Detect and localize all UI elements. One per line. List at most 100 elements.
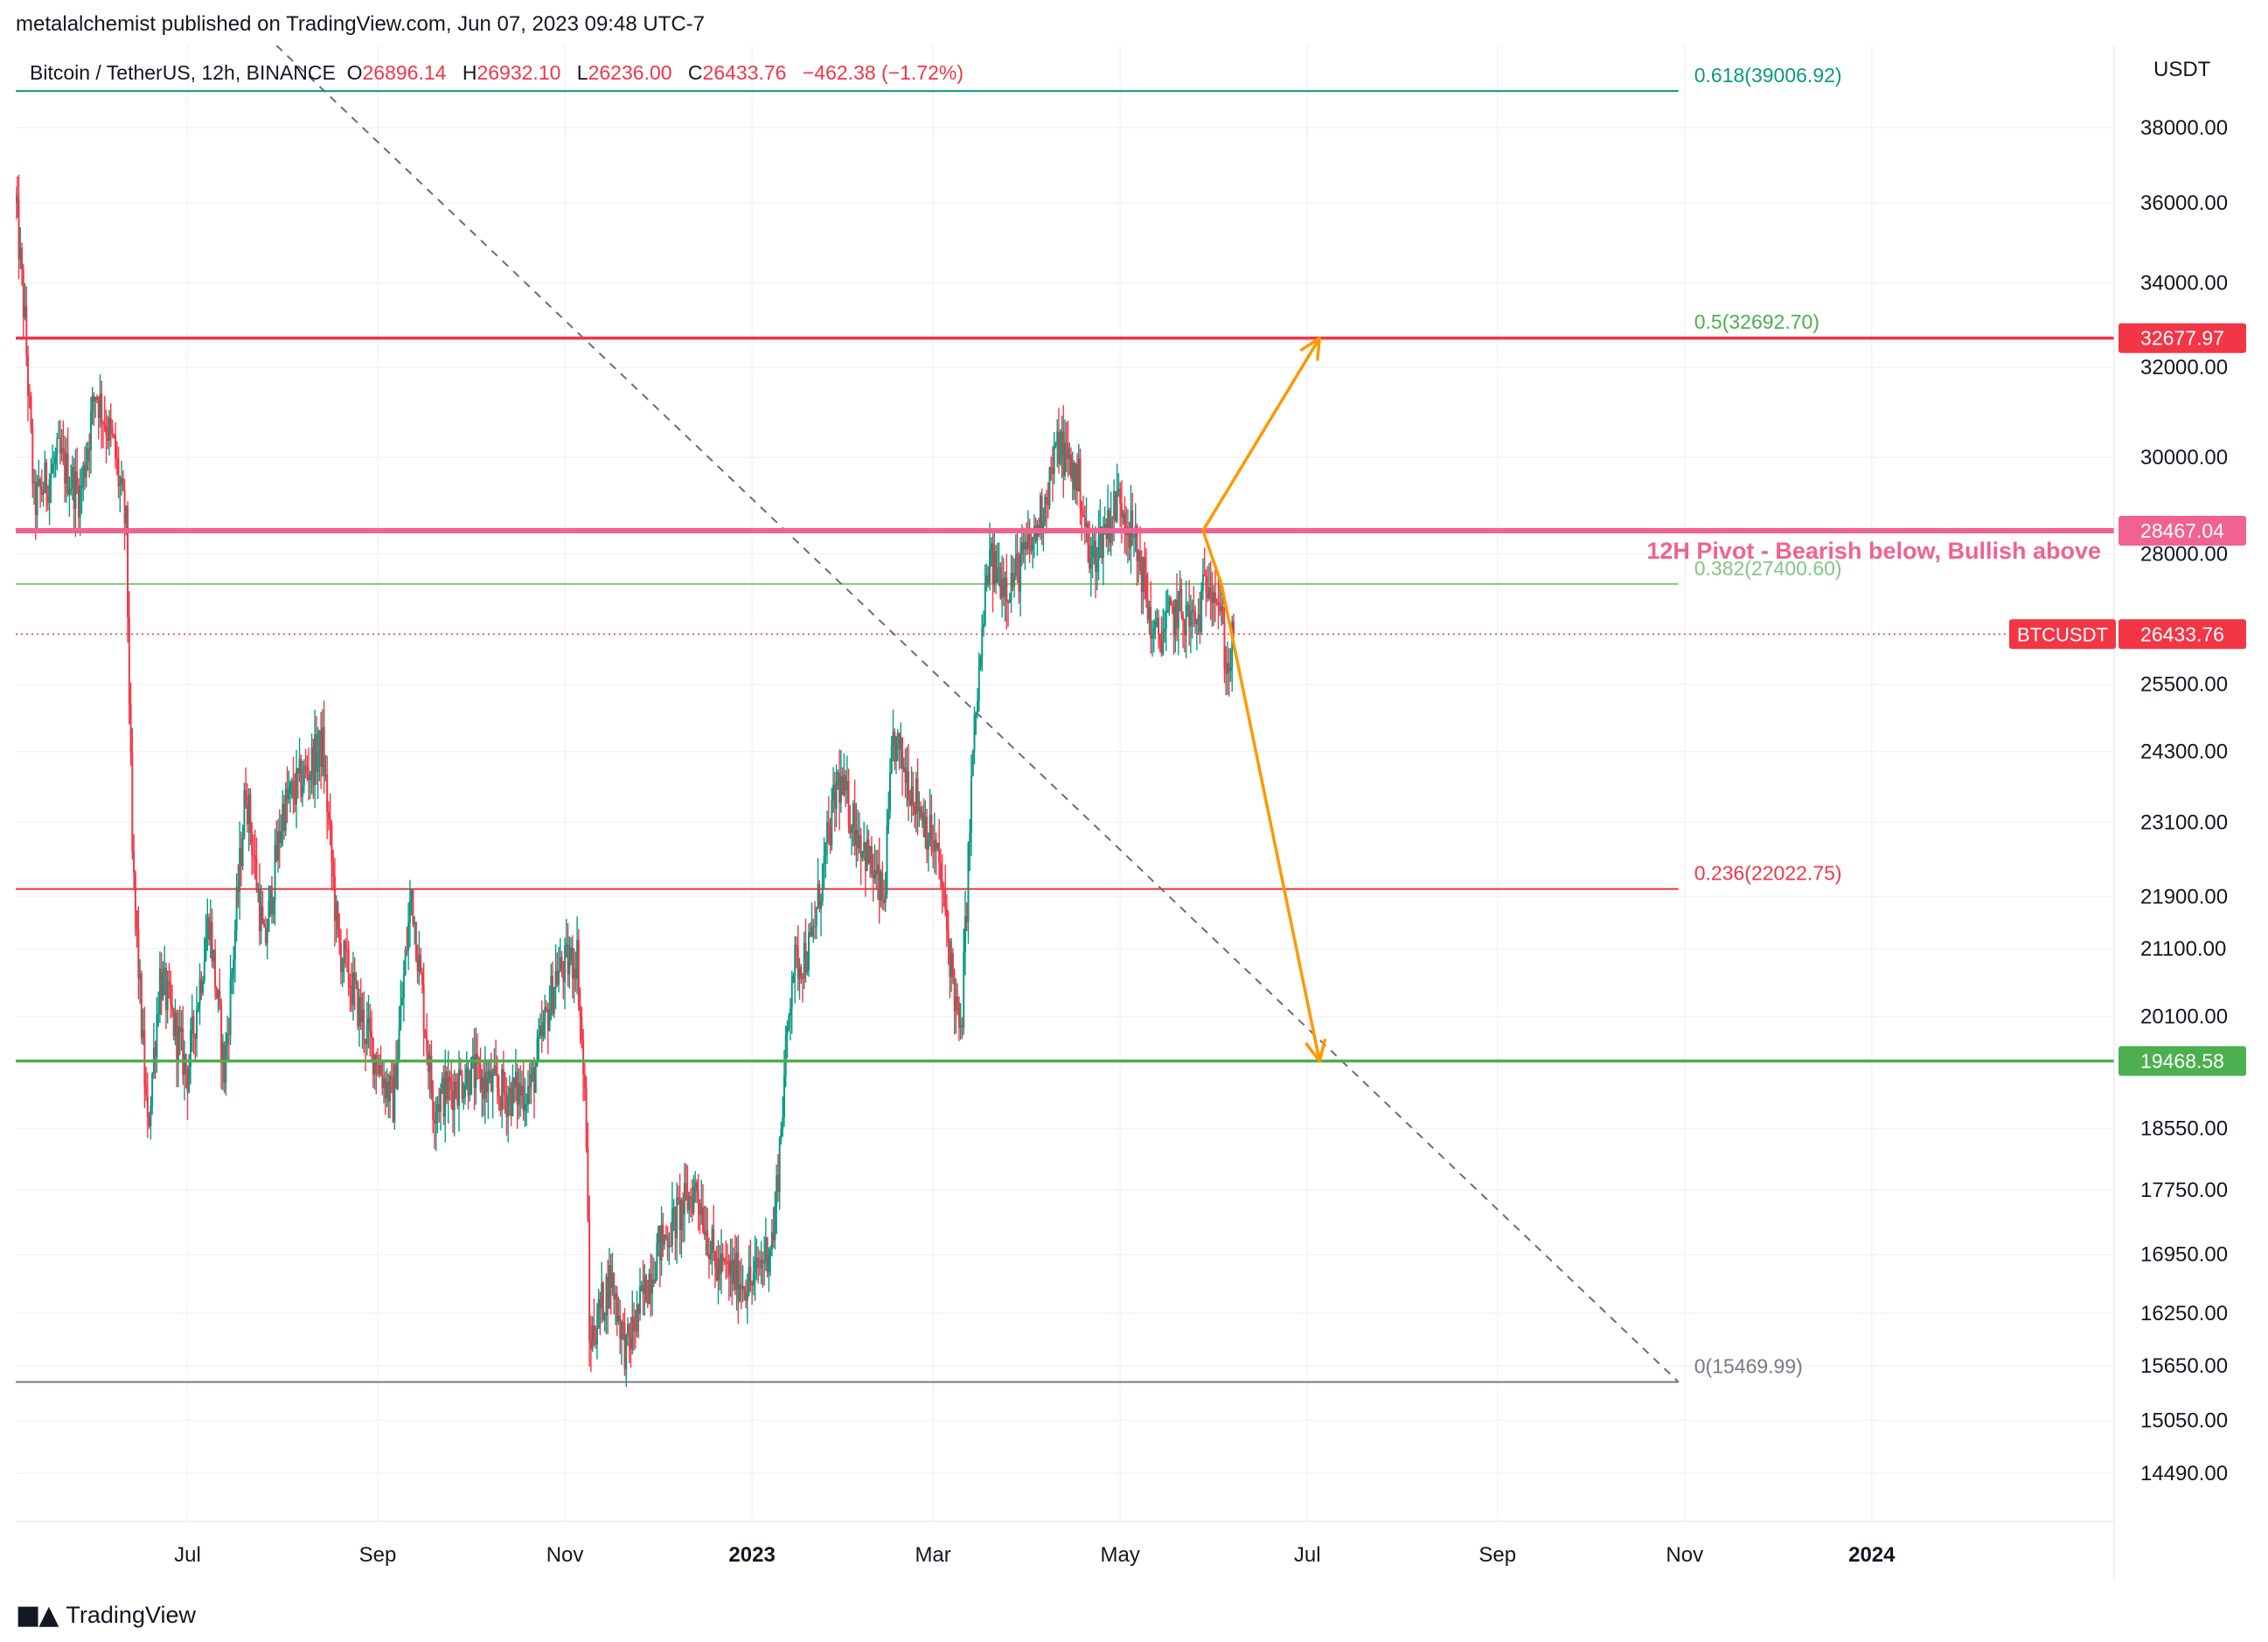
candle-body	[278, 831, 281, 843]
candle-body	[511, 1077, 514, 1117]
candle-body	[1217, 602, 1220, 604]
candle-body	[556, 971, 559, 985]
candle-body	[678, 1199, 681, 1231]
candle-body	[654, 1279, 657, 1284]
candle-body	[918, 806, 921, 812]
candle-body	[585, 1088, 588, 1149]
candle-body	[452, 1089, 454, 1110]
candle-body	[1012, 573, 1014, 587]
candle-body	[611, 1273, 614, 1288]
candle-body	[1019, 553, 1022, 592]
candle-body	[519, 1082, 522, 1096]
y-tick-label: 21100.00	[2140, 937, 2226, 961]
candle-body	[683, 1183, 685, 1215]
candle-body	[560, 957, 563, 971]
candle-body	[882, 899, 885, 903]
candle-body	[280, 831, 282, 843]
candle-body	[571, 947, 574, 978]
candle-body	[1005, 577, 1008, 602]
candle-body	[245, 790, 247, 804]
candle-body	[947, 930, 950, 943]
candle-body	[103, 422, 106, 427]
candle-body	[386, 1082, 388, 1099]
candle-body	[864, 841, 866, 872]
y-tick-label: 36000.00	[2140, 191, 2228, 215]
candle-body	[351, 972, 354, 1005]
candle-body	[692, 1186, 695, 1214]
bullish-path-line[interactable]	[1201, 337, 1321, 532]
candle-body	[613, 1273, 616, 1300]
candle-body	[504, 1092, 506, 1096]
candle-body	[1026, 534, 1029, 550]
candle-body	[48, 479, 51, 503]
candle-body	[1148, 607, 1151, 620]
candle-body	[867, 839, 870, 864]
x-tick-label: 2023	[728, 1543, 775, 1567]
x-tick-label: Mar	[915, 1543, 950, 1567]
candle-body	[89, 411, 92, 451]
candle-body	[270, 886, 273, 915]
candle-body	[792, 975, 795, 984]
candle-body	[27, 356, 30, 396]
candle-body	[650, 1273, 652, 1294]
candle-body	[387, 1082, 390, 1102]
x-tick-label: Sep	[359, 1543, 397, 1567]
candle-body	[528, 1085, 531, 1088]
candle-body	[943, 887, 945, 889]
candle-body	[351, 988, 353, 1005]
horizontal-levels[interactable]: 12H Pivot - Bearish below, Bullish above	[16, 336, 2114, 1063]
bearish-path-line[interactable]	[1201, 530, 1321, 1061]
candle-body	[1042, 522, 1045, 529]
candle-body	[656, 1242, 658, 1280]
candle-body	[1076, 463, 1079, 491]
candle-body	[1231, 621, 1234, 668]
candle-body	[272, 901, 275, 915]
candle-body	[163, 968, 166, 973]
candle-body	[751, 1282, 754, 1286]
candle-body	[516, 1072, 518, 1105]
candle-body	[254, 855, 256, 859]
candle-body	[194, 1033, 197, 1040]
candle-body	[831, 799, 833, 846]
candle-body	[550, 976, 553, 1010]
candle-body	[137, 929, 140, 979]
candle-body	[243, 790, 246, 838]
candle-body	[1077, 458, 1080, 491]
price-chart[interactable]: 0.618(39006.92) 0.5(32692.70) 0.382(27400.…	[15, 45, 2254, 1581]
candle-body	[453, 1081, 456, 1110]
candle-body	[400, 1005, 402, 1028]
candle-body	[62, 448, 65, 452]
candle-body	[514, 1072, 517, 1089]
candle-body	[895, 736, 898, 762]
candle-body	[552, 976, 554, 1014]
candle-body	[866, 839, 868, 872]
candle-body	[609, 1265, 612, 1288]
candle-body	[889, 773, 891, 811]
candle-body	[258, 889, 261, 932]
candle-body	[1085, 523, 1088, 527]
candle-body	[703, 1231, 706, 1235]
candle-body	[266, 931, 268, 943]
candle-body	[623, 1322, 626, 1370]
y-tick-label: 24300.00	[2140, 741, 2228, 764]
candle-body	[1211, 591, 1214, 603]
tradingview-logo[interactable]: ■▲ TradingView	[16, 1600, 196, 1631]
candle-body	[296, 768, 299, 774]
candle-body	[686, 1191, 689, 1211]
candle-body	[1166, 611, 1169, 613]
candle-body	[639, 1286, 642, 1314]
candle-body	[471, 1055, 474, 1057]
candle-body	[608, 1265, 610, 1309]
chart-area[interactable]: 0.618(39006.92) 0.5(32692.70) 0.382(27400.…	[15, 45, 2254, 1581]
candle-body	[455, 1081, 457, 1095]
candle-body	[892, 731, 894, 746]
candle-body	[875, 870, 878, 874]
fibonacci-retracement[interactable]: 0.618(39006.92) 0.5(32692.70) 0.382(27400.…	[16, 64, 1842, 1383]
candle-body	[1172, 607, 1175, 637]
scenario-arrows[interactable]	[1201, 336, 1327, 1063]
candle-body	[1179, 588, 1181, 595]
candle-body	[999, 567, 1002, 598]
candle-body	[215, 988, 218, 998]
candle-body	[1101, 526, 1103, 558]
candle-body	[890, 745, 893, 774]
